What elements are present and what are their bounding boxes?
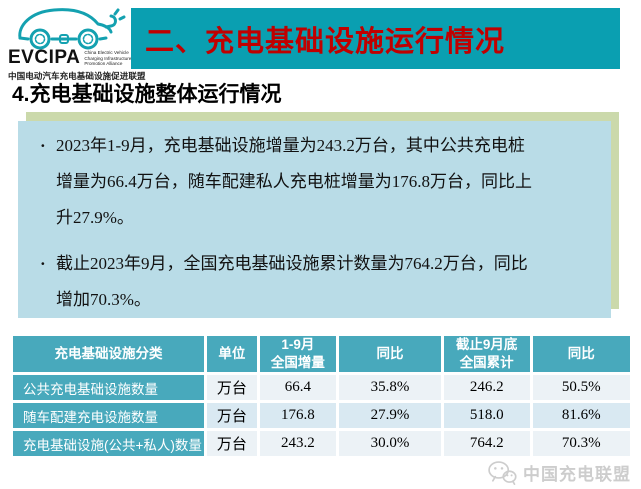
col-header-yoy-1: 同比 (336, 333, 444, 375)
col-header-category: 充电基础设施分类 (9, 333, 208, 375)
section-heading: 4.充电基础设施整体运行情况 (12, 83, 282, 106)
slide-title-banner: 二、充电基础设施运行情况 (131, 8, 620, 69)
bullet-dot: · (40, 136, 46, 155)
cell-unit: 万台 (204, 400, 260, 431)
evcipa-logo: EVCIPA China Electric Vehicle Charging I… (8, 4, 146, 86)
cell-increase: 243.2 (256, 428, 340, 459)
cell-yoy-2: 81.6% (529, 400, 634, 431)
slide-title: 二、充电基础设施运行情况 (145, 25, 506, 58)
logo-english-name: China Electric Vehicle Charging Infrastr… (84, 49, 132, 67)
col-header-yoy-2: 同比 (529, 333, 634, 375)
table-row: 公共充电基础设施数量 万台 66.4 35.8% 246.2 50.5% (9, 372, 634, 403)
brand-footer: 中国充电联盟 (487, 460, 631, 485)
wechat-icon (488, 461, 517, 485)
row-label: 公共充电基础设施数量 (9, 372, 208, 403)
cell-yoy-2: 50.5% (529, 372, 634, 403)
col-header-increase: 1-9月 全国增量 (256, 333, 340, 375)
cell-yoy-1: 35.8% (336, 372, 444, 403)
summary-bullet-1: · 2023年1-9月，充电基础设施增量为243.2万台，其中公共充电桩 增量为6… (34, 128, 595, 236)
cell-unit: 万台 (204, 372, 260, 403)
cell-yoy-1: 27.9% (336, 400, 444, 431)
cell-yoy-2: 70.3% (529, 428, 634, 459)
row-label: 随车配建充电设施数量 (9, 400, 208, 431)
ev-car-logo-icon (18, 8, 126, 50)
logo-chinese-name: 中国电动汽车充电基础设施促进联盟 (8, 71, 146, 81)
table-row: 随车配建充电设施数量 万台 176.8 27.9% 518.0 81.6% (9, 400, 634, 431)
stats-table: 充电基础设施分类 单位 1-9月 全国增量 同比 截止9月底 全国累计 同比 公… (9, 333, 634, 459)
cell-unit: 万台 (204, 428, 260, 459)
summary-bullet-2-text: 截止2023年9月，全国充电基础设施累计数量为764.2万台，同比 增加70.3… (56, 254, 528, 309)
brand-name: 中国充电联盟 (523, 465, 631, 484)
summary-box: · 2023年1-9月，充电基础设施增量为243.2万台，其中公共充电桩 增量为6… (18, 121, 611, 318)
table-row: 充电基础设施(公共+私人)数量 万台 243.2 30.0% 764.2 70.… (9, 428, 634, 459)
cell-yoy-1: 30.0% (336, 428, 444, 459)
summary-bullet-1-text: 2023年1-9月，充电基础设施增量为243.2万台，其中公共充电桩 增量为66… (56, 136, 532, 227)
row-label: 充电基础设施(公共+私人)数量 (9, 428, 208, 459)
table-header-row: 充电基础设施分类 单位 1-9月 全国增量 同比 截止9月底 全国累计 同比 (9, 333, 634, 375)
cell-cumulative: 764.2 (440, 428, 533, 459)
bullet-dot: · (40, 254, 46, 273)
logo-acronym: EVCIPA (8, 47, 81, 68)
col-header-unit: 单位 (204, 333, 260, 375)
cell-increase: 66.4 (256, 372, 340, 403)
cell-increase: 176.8 (256, 400, 340, 431)
cell-cumulative: 246.2 (440, 372, 533, 403)
col-header-cumulative: 截止9月底 全国累计 (440, 333, 533, 375)
cell-cumulative: 518.0 (440, 400, 533, 431)
summary-bullet-2: · 截止2023年9月，全国充电基础设施累计数量为764.2万台，同比 增加70.… (34, 246, 595, 318)
